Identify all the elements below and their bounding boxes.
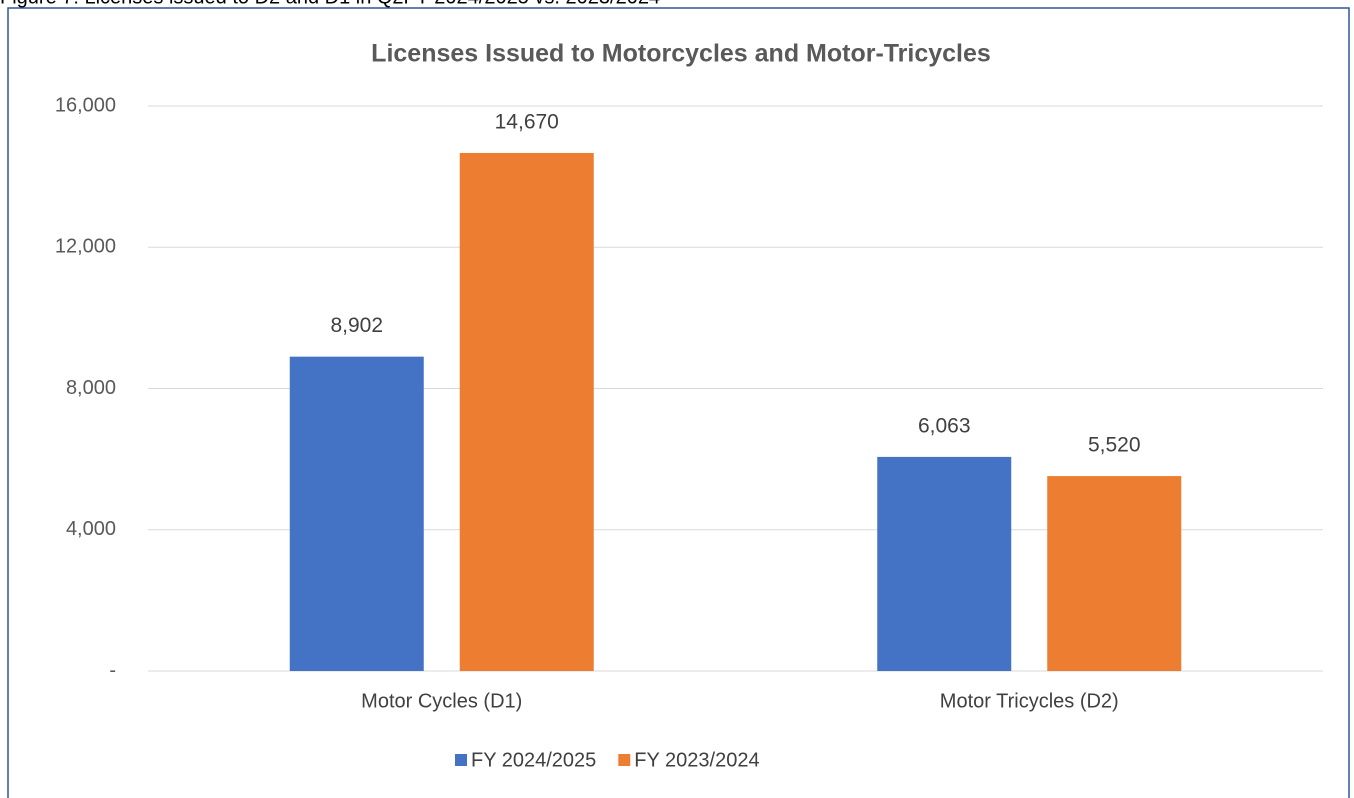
caption: Figure 7: Licenses issued to D2 and D1 i…	[0, 0, 660, 8]
bar	[877, 456, 1012, 671]
bar	[1047, 476, 1182, 671]
value-label: 8,902	[330, 314, 383, 337]
y-tick-label: 4,000	[66, 518, 116, 540]
legend-swatch	[455, 754, 467, 766]
y-tick-label: 12,000	[55, 236, 116, 258]
chart-title: Licenses Issued to Motorcycles and Motor…	[371, 40, 991, 68]
legend-label: FY 2024/2025	[471, 749, 596, 771]
y-tick-label: -	[109, 659, 116, 681]
bar	[289, 356, 424, 671]
x-tick-label: Motor Tricycles (D2)	[940, 690, 1119, 712]
bar	[459, 152, 594, 671]
value-label: 14,670	[495, 111, 559, 134]
y-tick-label: 16,000	[55, 94, 116, 116]
legend-swatch	[618, 754, 631, 766]
value-label: 6,063	[918, 414, 971, 437]
chart-frame	[7, 7, 1350, 798]
x-tick-label: Motor Cycles (D1)	[361, 690, 522, 712]
value-label: 5,520	[1088, 434, 1141, 457]
legend-label: FY 2023/2024	[634, 749, 759, 771]
y-tick-label: 8,000	[66, 377, 116, 399]
